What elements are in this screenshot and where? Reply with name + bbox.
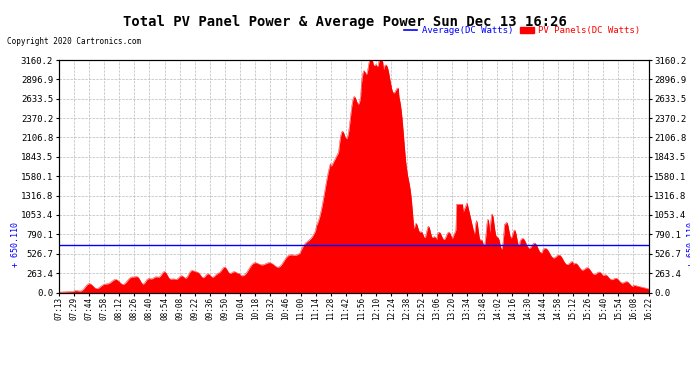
Legend: Average(DC Watts), PV Panels(DC Watts): Average(DC Watts), PV Panels(DC Watts) [400, 22, 644, 39]
Text: Total PV Panel Power & Average Power Sun Dec 13 16:26: Total PV Panel Power & Average Power Sun… [123, 15, 567, 29]
Text: + 650.110: + 650.110 [687, 222, 690, 267]
Text: + 650.110: + 650.110 [11, 222, 20, 267]
Text: Copyright 2020 Cartronics.com: Copyright 2020 Cartronics.com [7, 38, 141, 46]
